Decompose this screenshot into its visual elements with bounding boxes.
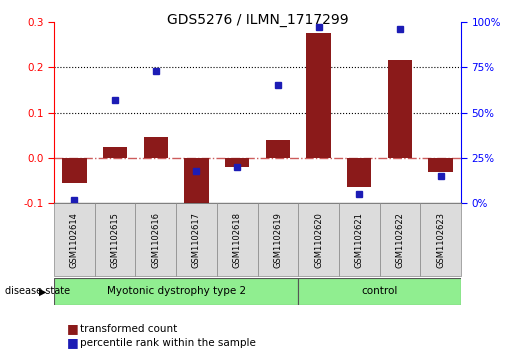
Bar: [420, 203, 461, 276]
Text: GSM1102617: GSM1102617: [192, 212, 201, 268]
Text: GSM1102623: GSM1102623: [436, 212, 445, 268]
Bar: [62, 158, 87, 183]
Text: Myotonic dystrophy type 2: Myotonic dystrophy type 2: [107, 286, 246, 296]
Bar: [184, 158, 209, 205]
Bar: [306, 33, 331, 158]
Bar: [95, 203, 135, 276]
Text: GSM1102618: GSM1102618: [233, 212, 242, 268]
Text: transformed count: transformed count: [80, 323, 177, 334]
Text: percentile rank within the sample: percentile rank within the sample: [80, 338, 256, 348]
Text: GSM1102621: GSM1102621: [355, 212, 364, 268]
Text: GDS5276 / ILMN_1717299: GDS5276 / ILMN_1717299: [167, 13, 348, 27]
Text: ■: ■: [67, 337, 79, 350]
Bar: [266, 140, 290, 158]
Text: GSM1102622: GSM1102622: [396, 212, 404, 268]
Bar: [54, 203, 95, 276]
Bar: [347, 158, 371, 187]
Text: GSM1102620: GSM1102620: [314, 212, 323, 268]
Bar: [258, 203, 298, 276]
Text: ▶: ▶: [39, 286, 46, 296]
Text: disease state: disease state: [5, 286, 70, 296]
Bar: [225, 158, 249, 167]
Bar: [339, 203, 380, 276]
Bar: [217, 203, 258, 276]
Text: ■: ■: [67, 322, 79, 335]
Text: GSM1102616: GSM1102616: [151, 212, 160, 268]
Bar: [388, 60, 412, 158]
Text: GSM1102619: GSM1102619: [273, 212, 282, 268]
Text: control: control: [362, 286, 398, 296]
Bar: [380, 203, 420, 276]
Bar: [103, 147, 127, 158]
Bar: [298, 203, 339, 276]
Bar: [176, 203, 217, 276]
Bar: [428, 158, 453, 171]
Bar: [298, 278, 461, 305]
Bar: [135, 203, 176, 276]
Bar: [54, 278, 298, 305]
Text: GSM1102614: GSM1102614: [70, 212, 79, 268]
Text: GSM1102615: GSM1102615: [111, 212, 119, 268]
Bar: [144, 138, 168, 158]
